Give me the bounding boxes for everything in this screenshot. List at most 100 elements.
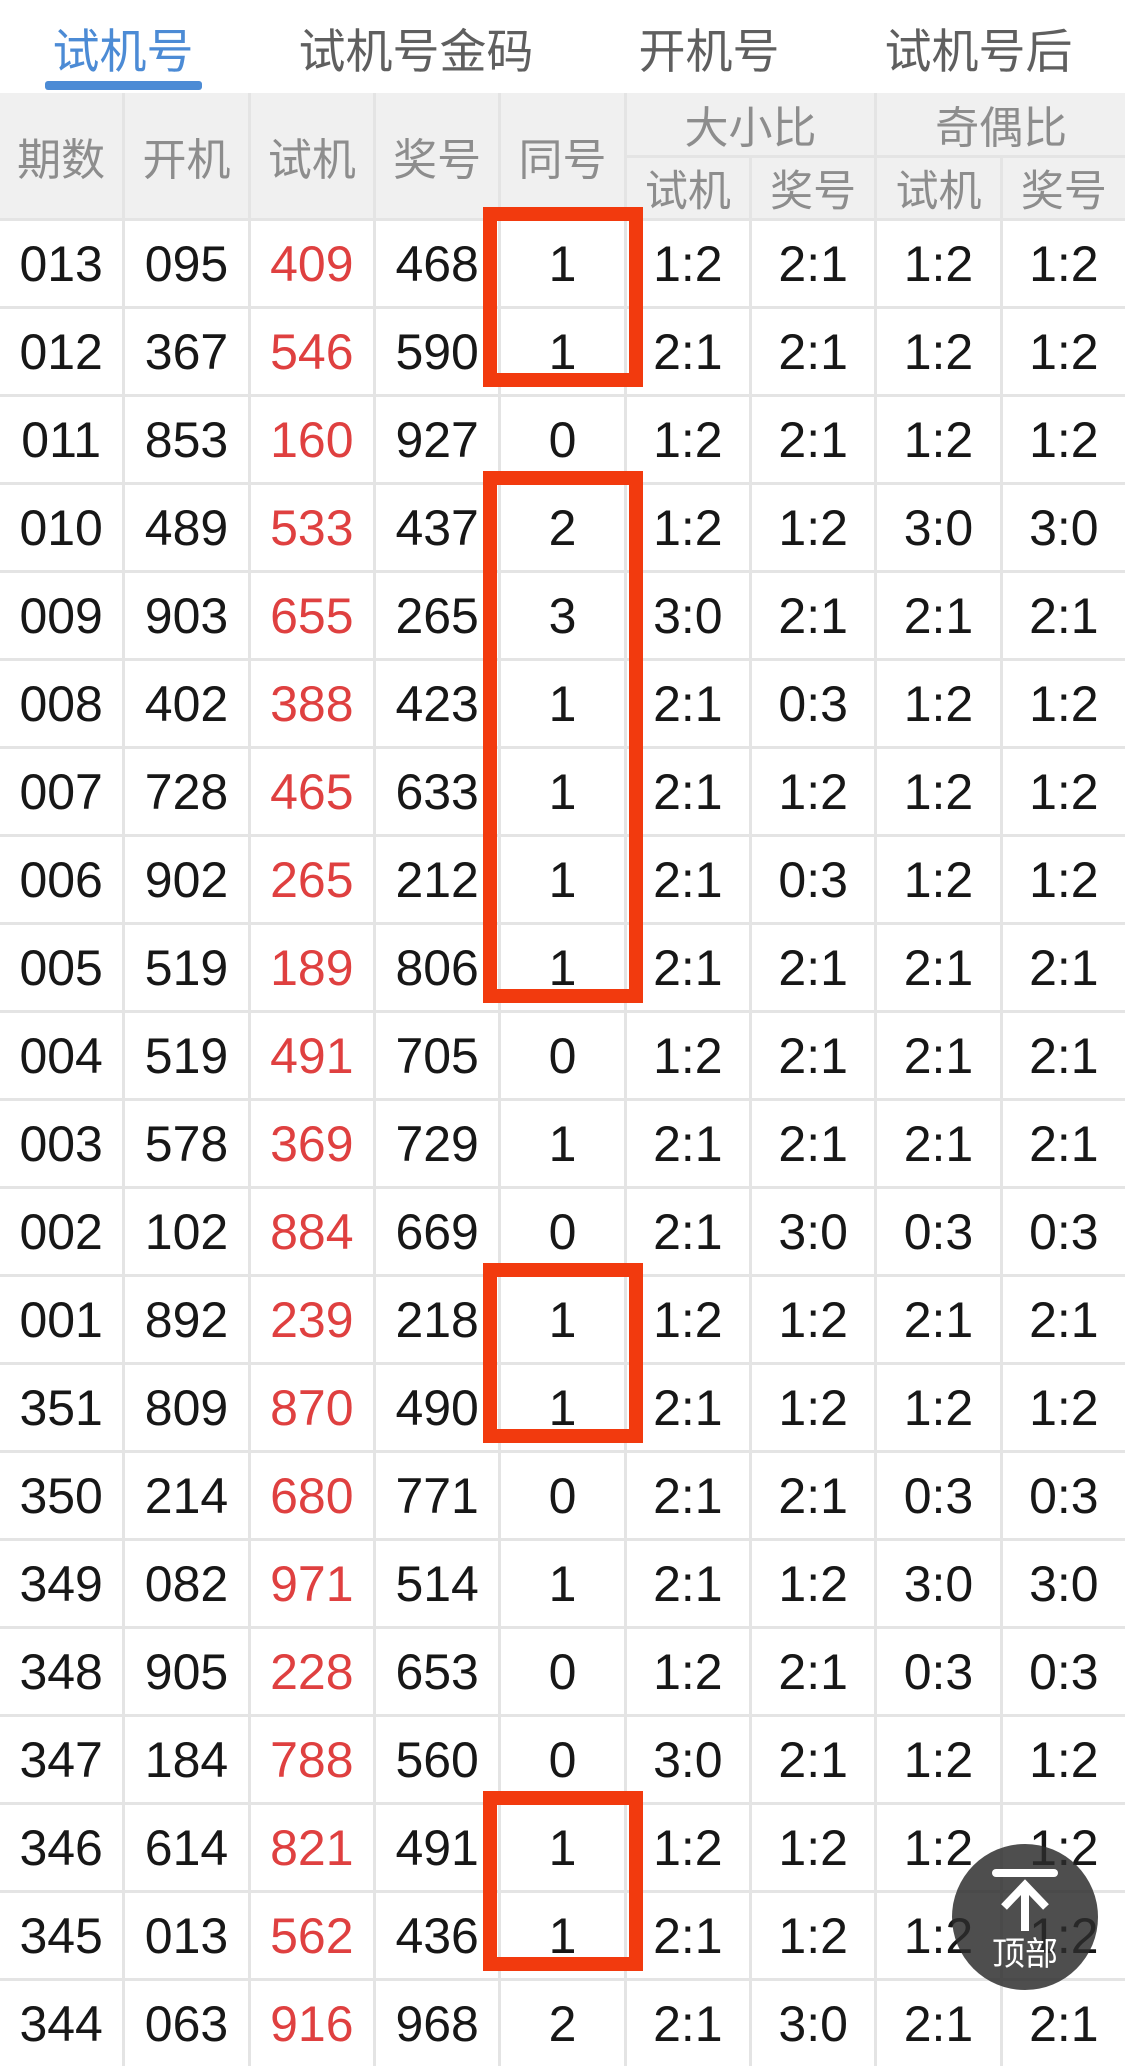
cell-prize: 218	[376, 1277, 499, 1362]
cell-oddeven-trial: 0:3	[877, 1189, 1000, 1274]
cell-prize: 705	[376, 1013, 499, 1098]
cell-prize: 771	[376, 1453, 499, 1538]
cell-trial: 916	[250, 1981, 373, 2066]
cell-bigsmall-trial: 1:2	[626, 1013, 749, 1098]
cell-oddeven-trial: 2:1	[877, 925, 1000, 1010]
cell-trial: 971	[250, 1541, 373, 1626]
cell-period: 011	[0, 397, 123, 482]
cell-open: 902	[125, 837, 248, 922]
cell-bigsmall-prize: 0:3	[752, 837, 875, 922]
cell-prize: 968	[376, 1981, 499, 2066]
cell-bigsmall-prize: 2:1	[752, 925, 875, 1010]
cell-bigsmall-trial: 2:1	[626, 1101, 749, 1186]
cell-trial: 189	[250, 925, 373, 1010]
cell-open: 578	[125, 1101, 248, 1186]
cell-trial: 369	[250, 1101, 373, 1186]
cell-bigsmall-trial: 2:1	[626, 749, 749, 834]
cell-bigsmall-prize: 1:2	[752, 1805, 875, 1890]
cell-oddeven-prize: 1:2	[1002, 1365, 1125, 1450]
cell-period: 012	[0, 309, 123, 394]
cell-oddeven-trial: 3:0	[877, 485, 1000, 570]
cell-oddeven-prize: 2:1	[1002, 925, 1125, 1010]
cell-oddeven-prize: 2:1	[1002, 1013, 1125, 1098]
cell-same: 1	[501, 1541, 624, 1626]
cell-same: 0	[501, 1013, 624, 1098]
cell-open: 402	[125, 661, 248, 746]
cell-prize: 729	[376, 1101, 499, 1186]
cell-same: 0	[501, 1629, 624, 1714]
cell-period: 004	[0, 1013, 123, 1098]
cell-period: 348	[0, 1629, 123, 1714]
cell-prize: 468	[376, 221, 499, 306]
highlight-box	[483, 207, 643, 387]
cell-bigsmall-prize: 2:1	[752, 221, 875, 306]
cell-open: 728	[125, 749, 248, 834]
cell-trial: 228	[250, 1629, 373, 1714]
active-tab-underline	[44, 81, 202, 90]
header-group-bigsmall: 大小比	[626, 93, 875, 155]
cell-prize: 669	[376, 1189, 499, 1274]
cell-oddeven-trial: 2:1	[877, 1277, 1000, 1362]
cell-period: 007	[0, 749, 123, 834]
cell-bigsmall-trial: 1:2	[626, 485, 749, 570]
cell-period: 013	[0, 221, 123, 306]
cell-oddeven-trial: 1:2	[877, 749, 1000, 834]
cell-oddeven-trial: 2:1	[877, 1981, 1000, 2066]
cell-bigsmall-prize: 1:2	[752, 1277, 875, 1362]
cell-bigsmall-prize: 0:3	[752, 661, 875, 746]
cell-same: 0	[501, 1453, 624, 1538]
back-to-top-label: 顶部	[992, 1934, 1058, 1972]
cell-open: 853	[125, 397, 248, 482]
cell-period: 010	[0, 485, 123, 570]
header-bigsmall-prize: 奖号	[752, 158, 875, 218]
cell-same: 1	[501, 1101, 624, 1186]
cell-oddeven-prize: 0:3	[1002, 1189, 1125, 1274]
cell-bigsmall-prize: 2:1	[752, 397, 875, 482]
lottery-table: 期数 开机 试机 奖号 同号 大小比 奇偶比 试机 奖号 试机 奖号 013 09…	[0, 93, 1125, 2066]
cell-period: 001	[0, 1277, 123, 1362]
cell-period: 005	[0, 925, 123, 1010]
cell-bigsmall-prize: 3:0	[752, 1981, 875, 2066]
cell-bigsmall-trial: 3:0	[626, 1717, 749, 1802]
cell-bigsmall-trial: 2:1	[626, 1453, 749, 1538]
cell-bigsmall-trial: 2:1	[626, 309, 749, 394]
cell-oddeven-prize: 1:2	[1002, 661, 1125, 746]
cell-open: 614	[125, 1805, 248, 1890]
tab-shijihao-jinma[interactable]: 试机号金码	[299, 0, 534, 93]
cell-bigsmall-prize: 1:2	[752, 749, 875, 834]
cell-oddeven-prize: 0:3	[1002, 1453, 1125, 1538]
cell-bigsmall-prize: 1:2	[752, 485, 875, 570]
tab-kaijihao[interactable]: 开机号	[639, 0, 780, 93]
cell-bigsmall-trial: 1:2	[626, 1277, 749, 1362]
cell-prize: 212	[376, 837, 499, 922]
highlight-box	[483, 471, 643, 1003]
cell-open: 489	[125, 485, 248, 570]
cell-period: 350	[0, 1453, 123, 1538]
cell-bigsmall-trial: 2:1	[626, 925, 749, 1010]
cell-same: 1	[501, 1277, 624, 1362]
cell-period: 006	[0, 837, 123, 922]
cell-oddeven-trial: 1:2	[877, 309, 1000, 394]
cell-oddeven-prize: 1:2	[1002, 749, 1125, 834]
cell-trial: 465	[250, 749, 373, 834]
cell-open: 809	[125, 1365, 248, 1450]
cell-period: 351	[0, 1365, 123, 1450]
cell-oddeven-prize: 1:2	[1002, 221, 1125, 306]
cell-prize: 436	[376, 1893, 499, 1978]
cell-open: 905	[125, 1629, 248, 1714]
cell-trial: 409	[250, 221, 373, 306]
cell-bigsmall-prize: 1:2	[752, 1893, 875, 1978]
cell-open: 184	[125, 1717, 248, 1802]
back-to-top-button[interactable]: 顶部	[952, 1844, 1098, 1990]
cell-oddeven-trial: 1:2	[877, 1365, 1000, 1450]
tab-shijihao-hou[interactable]: 试机号后	[885, 0, 1073, 93]
tab-shijihao[interactable]: 试机号	[44, 0, 202, 93]
cell-same: 1	[501, 837, 624, 922]
cell-bigsmall-trial: 2:1	[626, 1981, 749, 2066]
cell-same: 1	[501, 749, 624, 834]
cell-open: 214	[125, 1453, 248, 1538]
cell-prize: 927	[376, 397, 499, 482]
cell-bigsmall-prize: 1:2	[752, 1365, 875, 1450]
cell-period: 345	[0, 1893, 123, 1978]
